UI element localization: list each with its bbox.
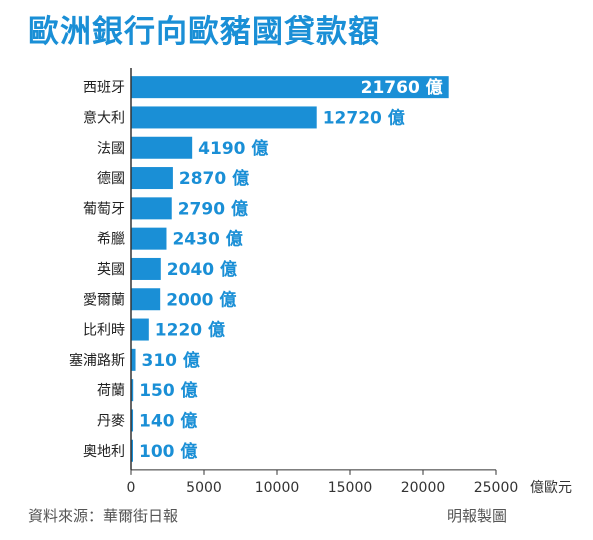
value-labels: 21760 億 12720 億 4190 億 2870 億 2790 億 2430 億 20… [139,77,443,462]
bar [131,318,149,341]
bar [131,106,317,129]
value-label: 2430 億 [172,229,242,250]
category-label: 西班牙 [83,80,125,96]
value-label: 4190 億 [198,138,268,159]
x-axis-unit: 億歐元 [530,480,572,496]
bar [131,136,193,159]
value-label: 310 億 [142,350,200,371]
bar [131,439,133,462]
value-label: 1220 億 [155,320,225,341]
x-tick-label: 15000 [328,480,373,496]
bar [131,167,173,190]
source-note: 資料來源：華爾街日報 [28,507,179,525]
bars-group [131,76,449,462]
category-label: 奧地利 [83,444,125,460]
category-label: 葡萄牙 [83,201,125,217]
x-tick-label: 5000 [186,480,222,496]
bar [131,197,172,220]
value-label: 2040 億 [167,259,237,280]
value-label: 21760 億 [361,77,443,98]
category-label: 英國 [97,261,125,278]
value-label: 12720 億 [323,107,405,128]
value-label: 100 億 [139,441,197,462]
category-label: 比利時 [83,323,125,339]
bar [131,288,161,311]
x-tick-label: 0 [127,480,136,496]
x-tick-label: 25000 [474,480,519,496]
category-label: 荷蘭 [97,383,125,399]
bar [131,227,167,250]
value-label: 150 億 [139,380,197,401]
value-label: 140 億 [139,410,197,431]
bar [131,409,134,432]
category-label: 丹麥 [97,413,125,429]
category-label: 塞浦路斯 [69,352,125,369]
category-label: 法國 [97,141,125,157]
bar [131,348,136,371]
value-label: 2870 億 [179,168,249,189]
credit-note: 明報製圖 [447,507,508,525]
category-label: 意大利 [83,109,125,126]
x-ticks: 0 5000 10000 15000 20000 25000 [127,469,519,496]
bar [131,257,161,280]
category-label: 希臘 [97,232,125,248]
chart-title: 歐洲銀行向歐豬國貸款額 [28,14,380,50]
bar [131,76,449,99]
category-label: 愛爾蘭 [83,292,125,308]
category-label: 德國 [97,171,125,187]
x-tick-label: 10000 [255,480,300,496]
bar [131,379,134,402]
value-label: 2000 億 [166,289,236,310]
value-label: 2790 億 [178,198,248,219]
x-tick-label: 20000 [401,480,446,496]
